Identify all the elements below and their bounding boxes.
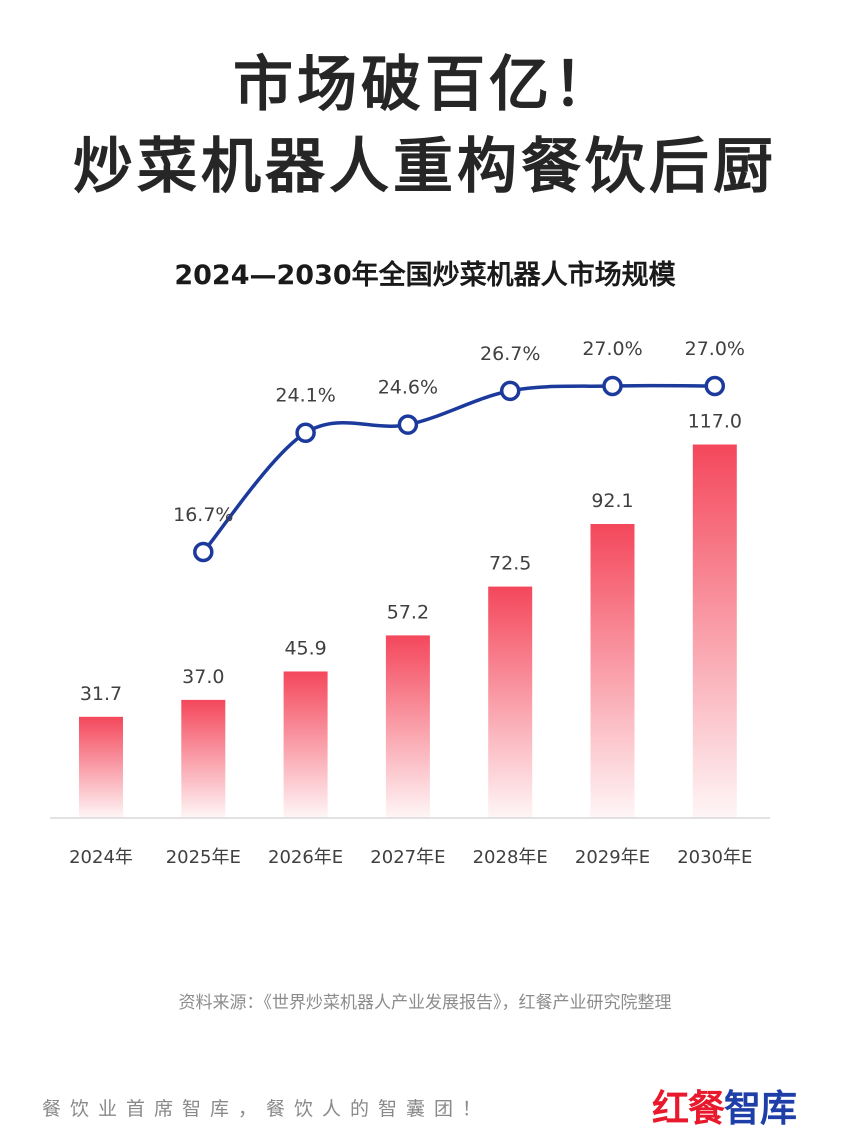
growth-rate-point: [193, 541, 214, 563]
bar-value-label: 31.7: [80, 683, 122, 705]
bar-series: 31.7 37.0 45.9 57.2 72.5 92.1 117.0: [79, 411, 742, 818]
x-tick-label: 2029年E: [575, 847, 650, 868]
brand-logo: 红餐智库: [652, 1078, 797, 1132]
x-tick-label: 2030年E: [677, 847, 752, 868]
growth-rate-point: [295, 422, 316, 443]
bar-value-label: 45.9: [284, 637, 326, 659]
bar-value-label: 117.0: [688, 411, 742, 433]
x-tick-label: 2027年E: [370, 847, 445, 868]
bar: [79, 716, 123, 818]
bar: [590, 523, 635, 818]
bar: [385, 635, 430, 818]
x-tick-label: 2024年: [69, 847, 133, 868]
bar: [488, 586, 533, 818]
bar-value-label: 37.0: [182, 666, 224, 688]
x-tick-label: 2026年E: [268, 847, 343, 868]
logo-text-red: 红餐: [652, 1087, 725, 1130]
source-note: 资料来源：《世界炒菜机器人产业发展报告》，红餐产业研究院整理: [178, 993, 672, 1013]
growth-rate-point: [499, 380, 521, 402]
growth-rate-label: 24.1%: [275, 385, 335, 407]
chart-title: 2024—2030年全国炒菜机器人市场规模: [174, 260, 676, 291]
x-tick-label: 2028年E: [473, 847, 548, 868]
x-axis-labels: 2024年 2025年E 2026年E 2027年E 2028年E 2029年E 2030年…: [69, 847, 752, 868]
growth-rate-label: 27.0%: [582, 338, 642, 360]
footer-slogan: 餐饮业首席智库，餐饮人的智囊团！: [42, 1098, 491, 1120]
bar-value-label: 72.5: [489, 553, 531, 575]
headline-line-2: 炒菜机器人重构餐饮后厨: [73, 132, 777, 202]
growth-rate-series: 16.7% 24.1% 24.6% 26.7% 27.0% 27.0%: [173, 338, 745, 563]
growth-rate-line: [201, 383, 715, 554]
bar: [181, 699, 226, 818]
growth-rate-point: [397, 414, 419, 435]
growth-rate-point: [602, 375, 623, 397]
growth-rate-label: 26.7%: [480, 343, 540, 365]
bar: [692, 444, 737, 818]
growth-rate-label: 16.7%: [173, 504, 233, 526]
x-tick-label: 2025年E: [166, 847, 241, 868]
bar-value-label: 57.2: [387, 601, 429, 623]
logo-text-blue: 智库: [724, 1087, 797, 1130]
growth-rate-label: 24.6%: [378, 377, 438, 399]
bar: [283, 671, 328, 818]
bar-value-label: 92.1: [591, 490, 633, 512]
headline-line-1: 市场破百亿！: [233, 50, 617, 120]
growth-rate-point: [704, 375, 726, 397]
growth-rate-label: 27.0%: [685, 338, 745, 360]
